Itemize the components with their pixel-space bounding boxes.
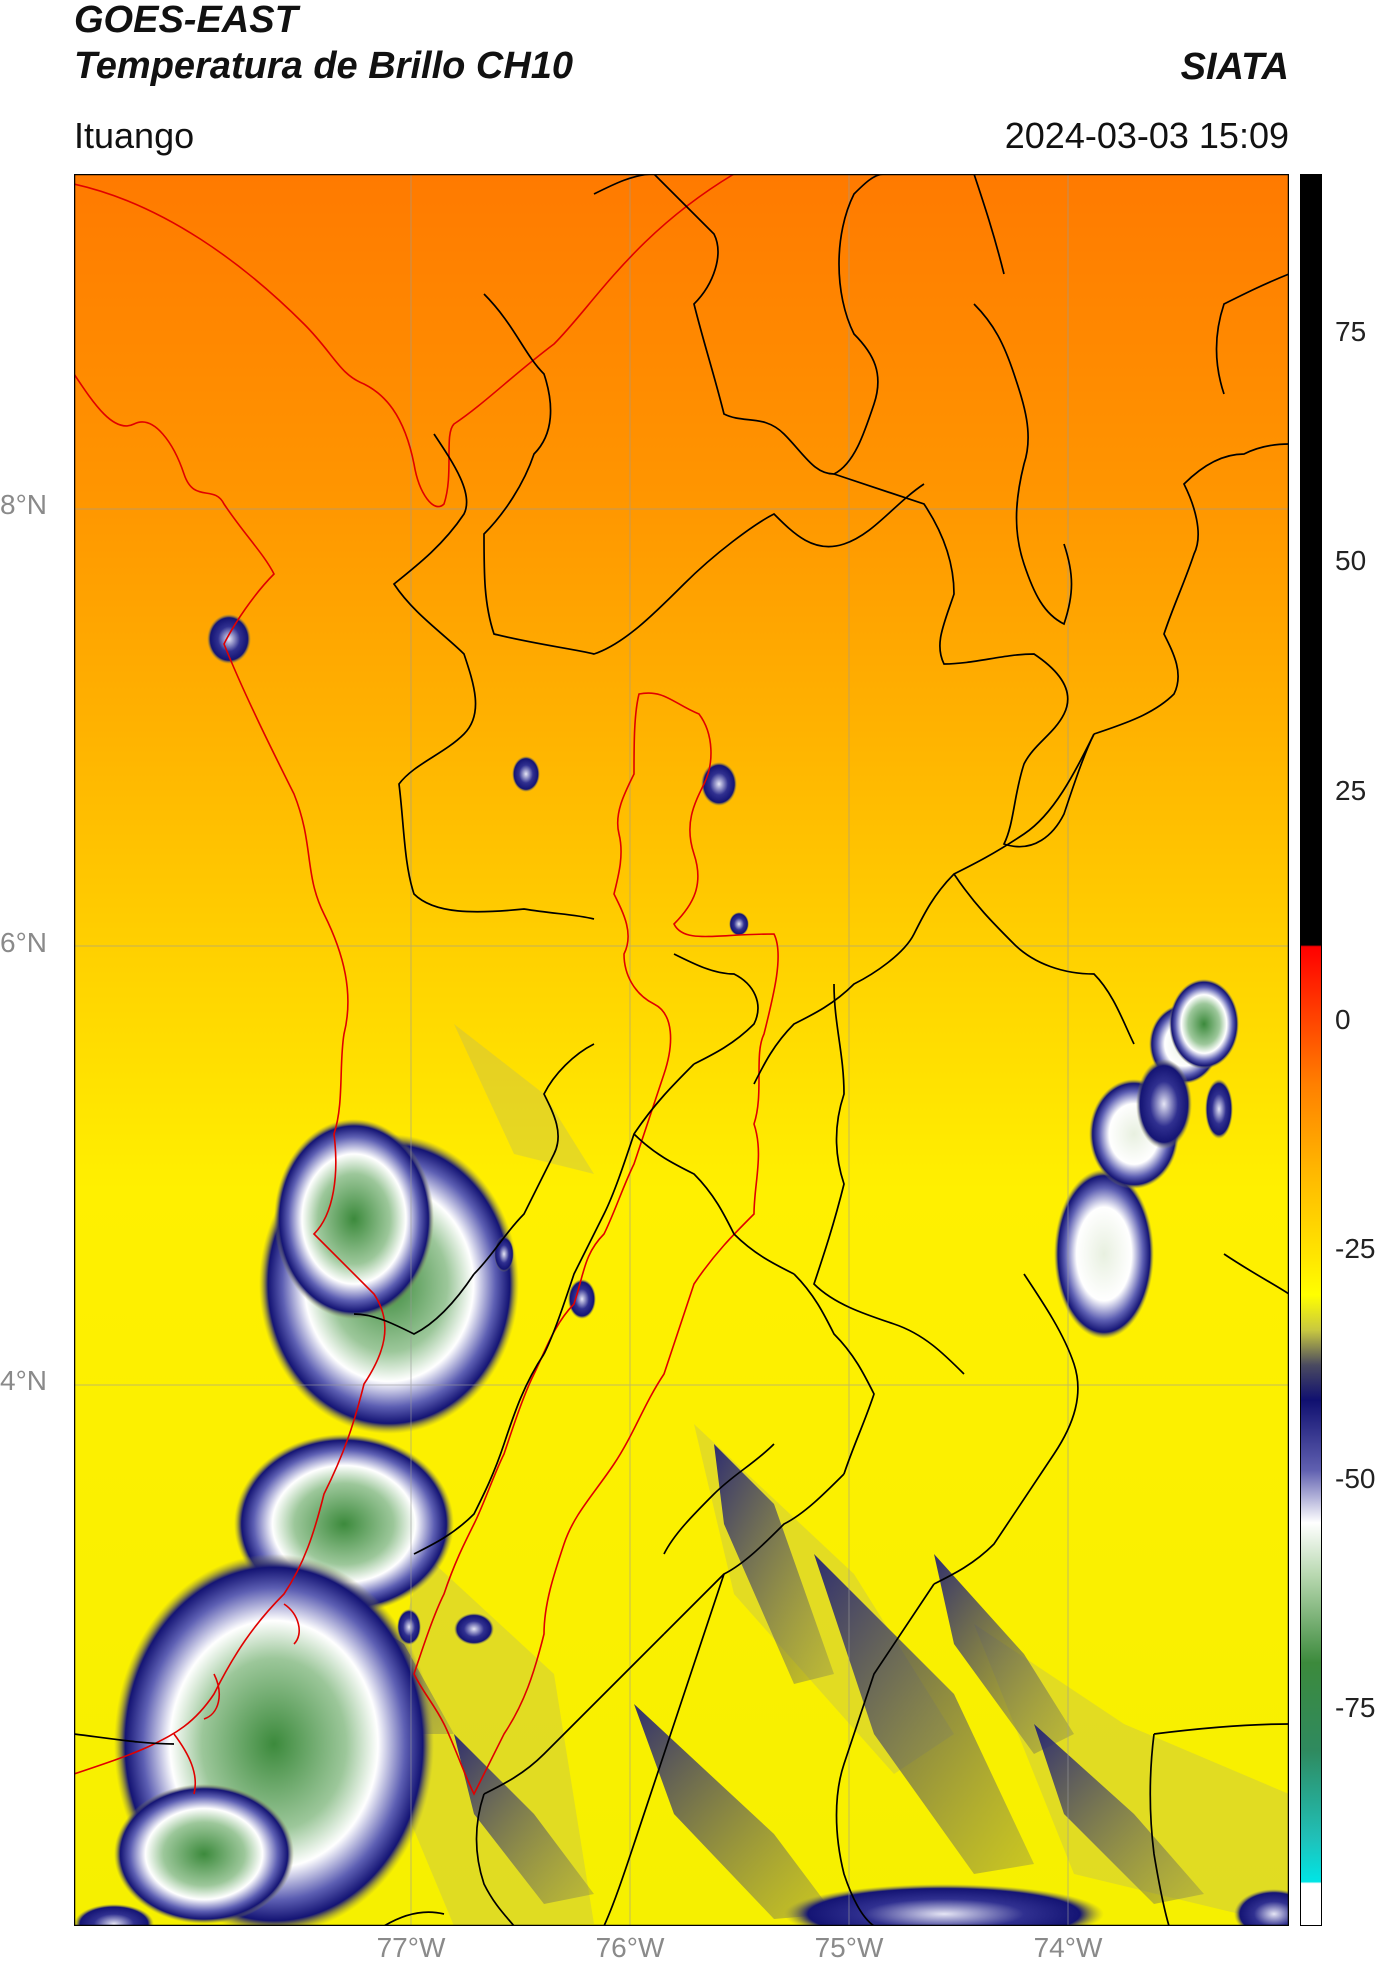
map-frame [74,174,1289,1926]
colorbar [1300,174,1322,1926]
colorbar-tick-25: 25 [1335,775,1367,806]
focus-region-outline [413,692,779,1796]
satellite-title: GOES-EAST [74,0,298,41]
department-boundaries [74,174,1289,1926]
colorbar-tick-75: 75 [1335,316,1367,347]
product-title: Temperatura de Brillo CH10 [74,45,574,87]
lon-label-76w: 76°W [595,1932,665,1963]
gridlines [74,174,1289,1926]
convective-cells [74,614,1289,1926]
colorbar-tick-minus25: -25 [1335,1233,1376,1264]
colorbar-tick-minus50: -50 [1335,1463,1376,1494]
colorbar-tick-50: 50 [1335,545,1367,576]
lat-label-4n: 4°N [0,1365,47,1396]
lat-label-8n: 8°N [0,489,47,520]
datetime-label: 2024-03-03 15:09 [1004,115,1289,156]
lat-label-6n: 6°N [0,927,47,958]
lon-label-77w: 77°W [376,1932,446,1963]
location-label: Ituango [74,115,195,156]
brightness-temperature-map [74,174,1289,1926]
colorbar-tick-minus75: -75 [1335,1692,1376,1723]
colorbar-tick-0: 0 [1335,1004,1351,1035]
organization-label: SIATA [1180,46,1289,88]
coastline [74,174,735,1795]
lon-label-75w: 75°W [814,1932,884,1963]
lon-label-74w: 74°W [1033,1932,1103,1963]
